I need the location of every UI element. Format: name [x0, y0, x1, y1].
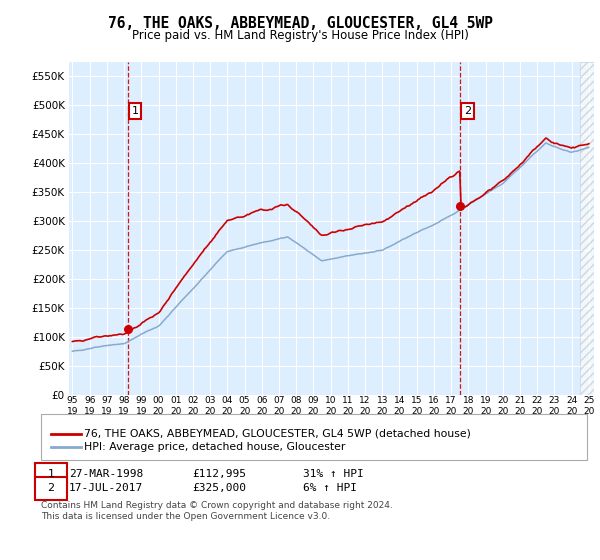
Text: Price paid vs. HM Land Registry's House Price Index (HPI): Price paid vs. HM Land Registry's House … [131, 29, 469, 42]
Text: 27-MAR-1998: 27-MAR-1998 [69, 469, 143, 479]
Text: £112,995: £112,995 [192, 469, 246, 479]
Bar [580, 62, 594, 395]
Text: 31% ↑ HPI: 31% ↑ HPI [303, 469, 364, 479]
Text: 76, THE OAKS, ABBEYMEAD, GLOUCESTER, GL4 5WP: 76, THE OAKS, ABBEYMEAD, GLOUCESTER, GL4… [107, 16, 493, 31]
Text: 17-JUL-2017: 17-JUL-2017 [69, 483, 143, 493]
Text: 76, THE OAKS, ABBEYMEAD, GLOUCESTER, GL4 5WP (detached house): 76, THE OAKS, ABBEYMEAD, GLOUCESTER, GL4… [84, 429, 471, 439]
Text: £325,000: £325,000 [192, 483, 246, 493]
Text: HPI: Average price, detached house, Gloucester: HPI: Average price, detached house, Glou… [84, 442, 346, 452]
Text: 1: 1 [47, 469, 55, 479]
Text: 1: 1 [131, 106, 139, 116]
Text: 2: 2 [464, 106, 471, 116]
Text: Contains HM Land Registry data © Crown copyright and database right 2024.
This d: Contains HM Land Registry data © Crown c… [41, 501, 392, 521]
Text: 6% ↑ HPI: 6% ↑ HPI [303, 483, 357, 493]
Text: 2: 2 [47, 483, 55, 493]
